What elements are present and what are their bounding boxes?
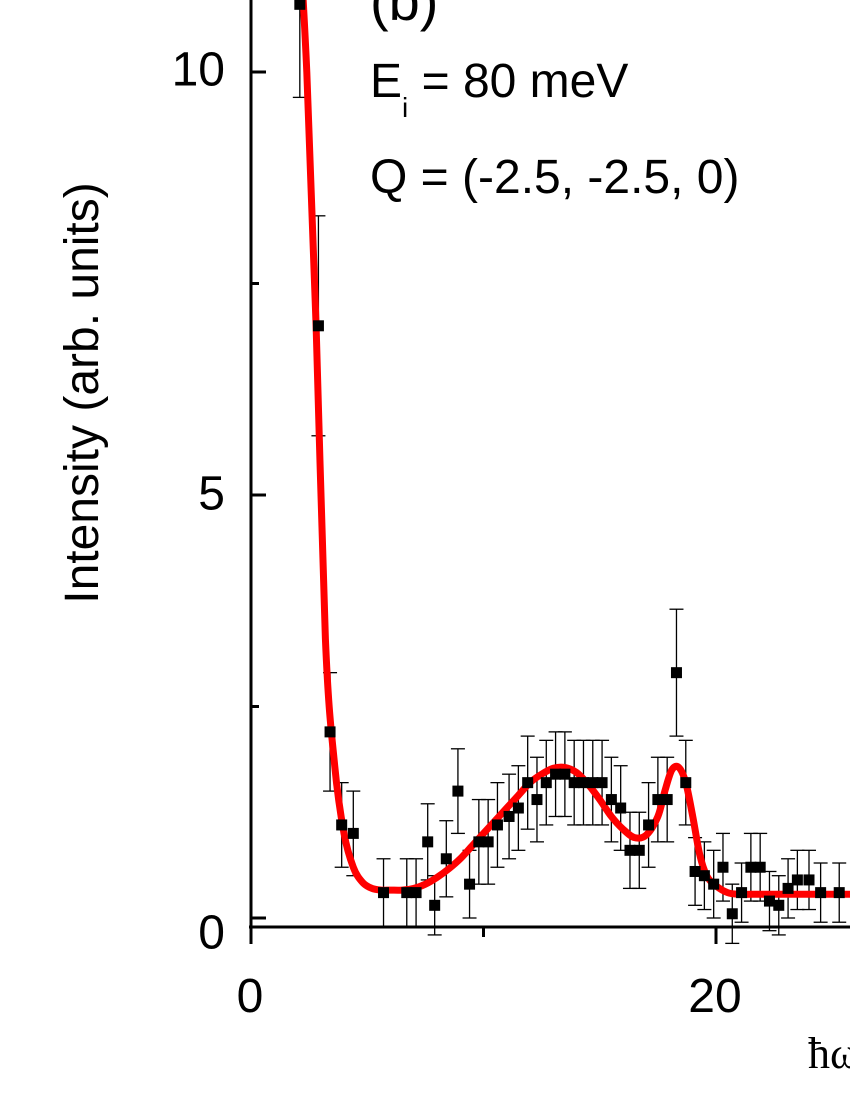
data-point <box>401 887 413 899</box>
data-point <box>540 777 552 789</box>
data-point <box>503 810 515 822</box>
data-point <box>324 726 336 738</box>
data-point <box>347 827 359 839</box>
data-point <box>464 878 476 890</box>
y-tick-label-10: 10 <box>172 44 225 97</box>
data-point <box>633 844 645 856</box>
data-point <box>717 861 729 873</box>
data-point <box>643 819 655 831</box>
data-point <box>577 777 589 789</box>
data-point <box>605 794 617 806</box>
data-points <box>294 0 845 920</box>
data-point <box>522 777 534 789</box>
data-point <box>452 785 464 797</box>
data-point <box>491 819 503 831</box>
data-point <box>410 887 422 899</box>
data-point <box>429 899 441 911</box>
data-point <box>615 802 627 814</box>
data-point <box>559 768 571 780</box>
data-point <box>568 777 580 789</box>
data-point <box>624 844 636 856</box>
data-point <box>312 320 324 332</box>
panel-label: (b) <box>370 0 438 32</box>
data-point <box>473 836 485 848</box>
data-point <box>726 908 738 920</box>
error-bars <box>292 0 847 945</box>
data-point <box>680 777 692 789</box>
y-axis-label: Intensity (arb. units) <box>56 182 109 604</box>
y-ticks <box>251 70 266 920</box>
data-point <box>803 874 815 886</box>
data-point <box>815 887 827 899</box>
data-point <box>531 794 543 806</box>
y-tick-label-5: 5 <box>198 468 225 521</box>
data-point <box>833 887 845 899</box>
data-point <box>661 794 673 806</box>
annotation-energy: Ei = 80 meV <box>370 55 628 123</box>
data-point <box>670 667 682 679</box>
data-point <box>763 895 775 907</box>
data-point <box>294 0 306 10</box>
data-point <box>378 887 390 899</box>
data-point <box>708 878 720 890</box>
y-tick-label-0: 0 <box>198 907 225 960</box>
data-point <box>773 899 785 911</box>
data-point <box>736 887 748 899</box>
data-point <box>482 836 494 848</box>
x-tick-label-0: 0 <box>237 970 264 1023</box>
x-tick-label-20: 20 <box>688 970 741 1023</box>
data-point <box>791 874 803 886</box>
data-point <box>512 802 524 814</box>
data-point <box>336 819 348 831</box>
data-point <box>782 882 794 894</box>
data-point <box>550 768 562 780</box>
data-point <box>745 861 757 873</box>
x-axis-label: ħω <box>808 1029 850 1078</box>
data-point <box>754 861 766 873</box>
data-point <box>689 865 701 877</box>
data-point <box>652 794 664 806</box>
data-point <box>698 870 710 882</box>
data-point <box>587 777 599 789</box>
data-point <box>440 853 452 865</box>
x-ticks <box>249 927 718 944</box>
data-point <box>596 777 608 789</box>
data-point <box>422 836 434 848</box>
annotation-q: Q = (-2.5, -2.5, 0) <box>370 151 739 204</box>
